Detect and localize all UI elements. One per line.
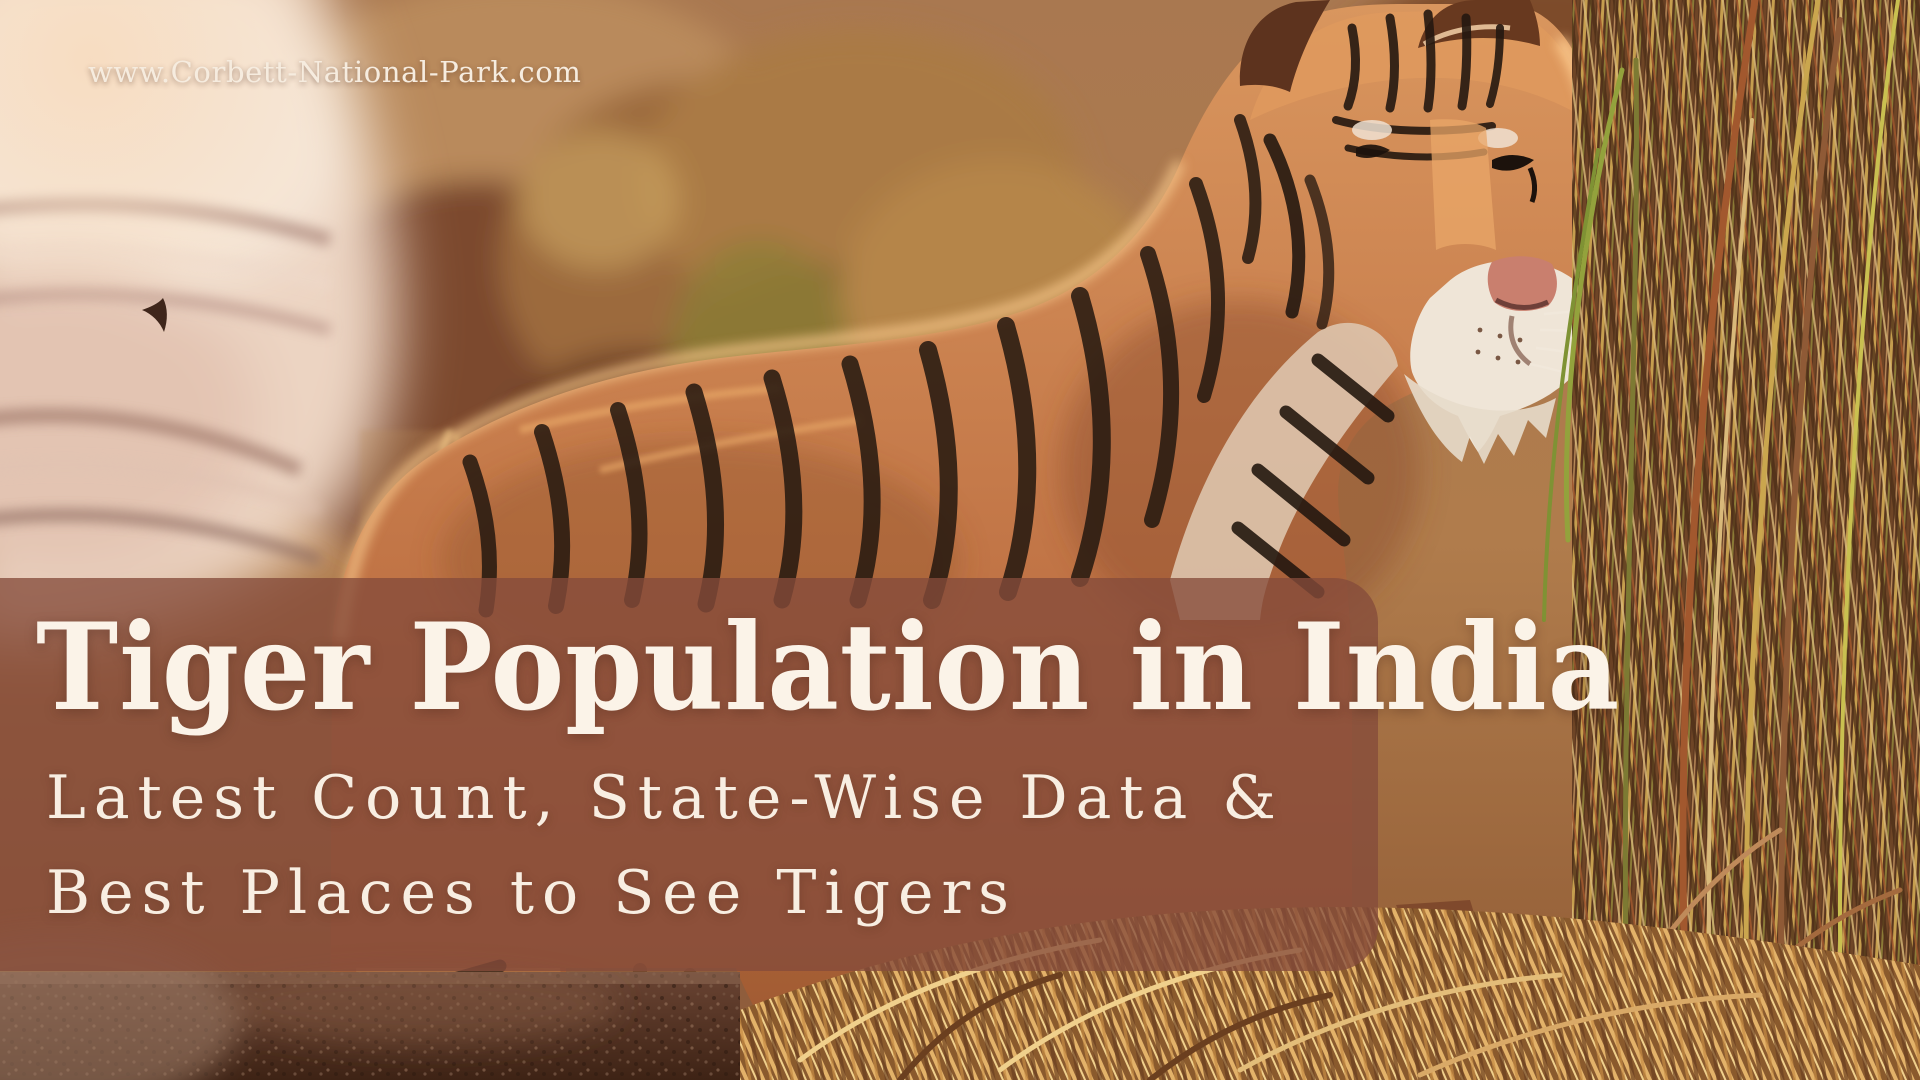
subtitle-line-1: Latest Count, State-Wise Data & — [46, 763, 1284, 833]
site-url: www.Corbett-National-Park.com — [88, 55, 582, 89]
title-overlay-panel — [0, 578, 1378, 971]
dirt-track — [0, 0, 396, 640]
page-title: Tiger Population in India — [36, 597, 1621, 738]
bird-silhouette — [142, 298, 167, 332]
subtitle-line-2: Best Places to See Tigers — [46, 858, 1017, 928]
tall-grass-right — [1542, 0, 1920, 1080]
